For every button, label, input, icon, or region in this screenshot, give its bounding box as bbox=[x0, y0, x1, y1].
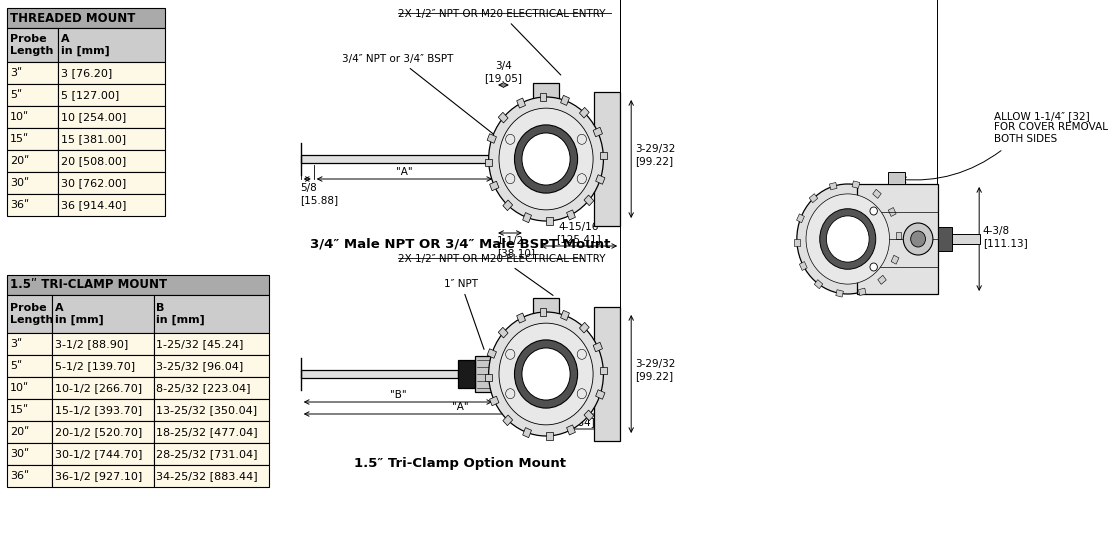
Polygon shape bbox=[800, 261, 808, 271]
Text: 36 [914.40]: 36 [914.40] bbox=[61, 200, 127, 210]
Bar bbox=[495, 145, 511, 173]
Circle shape bbox=[797, 184, 899, 294]
Polygon shape bbox=[539, 93, 546, 101]
Bar bbox=[154, 443, 270, 465]
Bar bbox=[594, 307, 620, 441]
Text: 36-1/2 [927.10]: 36-1/2 [927.10] bbox=[55, 471, 141, 481]
Polygon shape bbox=[502, 200, 512, 211]
Bar bbox=[458, 360, 475, 388]
Circle shape bbox=[489, 312, 604, 436]
Polygon shape bbox=[596, 390, 605, 399]
Bar bbox=[52, 465, 154, 487]
Bar bbox=[8, 399, 52, 421]
Text: 10-1/2 [266.70]: 10-1/2 [266.70] bbox=[55, 383, 141, 393]
Circle shape bbox=[577, 389, 586, 399]
Bar bbox=[8, 465, 52, 487]
Text: 1.5″ Tri-Clamp Option Mount: 1.5″ Tri-Clamp Option Mount bbox=[354, 457, 566, 470]
Circle shape bbox=[577, 135, 586, 144]
Text: 13-25/32 [350.04]: 13-25/32 [350.04] bbox=[156, 405, 257, 415]
Circle shape bbox=[577, 173, 586, 184]
Text: 10 [254.00]: 10 [254.00] bbox=[61, 112, 126, 122]
Polygon shape bbox=[814, 279, 823, 289]
Text: 4-3/8
[111.13]: 4-3/8 [111.13] bbox=[983, 226, 1027, 248]
Text: 3-29/32
[99.22]: 3-29/32 [99.22] bbox=[635, 144, 675, 166]
Bar bbox=[508, 363, 525, 385]
Text: 3 [76.20]: 3 [76.20] bbox=[61, 68, 113, 78]
Bar bbox=[8, 128, 58, 150]
Text: 5ʺ: 5ʺ bbox=[10, 90, 22, 100]
Polygon shape bbox=[485, 159, 492, 166]
Bar bbox=[154, 295, 270, 333]
Polygon shape bbox=[593, 342, 603, 352]
Text: 20-1/2 [520.70]: 20-1/2 [520.70] bbox=[55, 427, 141, 437]
Text: Probe
Length: Probe Length bbox=[10, 303, 53, 325]
Text: 8-25/32 [223.04]: 8-25/32 [223.04] bbox=[156, 383, 251, 393]
Bar bbox=[534, 83, 559, 105]
Polygon shape bbox=[579, 108, 589, 118]
Text: A
in [mm]: A in [mm] bbox=[61, 34, 110, 56]
Text: 2X 1/2″ NPT OR M20 ELECTRICAL ENTRY: 2X 1/2″ NPT OR M20 ELECTRICAL ENTRY bbox=[398, 254, 606, 295]
Bar bbox=[8, 377, 52, 399]
Polygon shape bbox=[546, 217, 553, 225]
Text: ALLOW 1-1/4″ [32]
FOR COVER REMOVAL
BOTH SIDES: ALLOW 1-1/4″ [32] FOR COVER REMOVAL BOTH… bbox=[994, 111, 1108, 144]
Bar bbox=[475, 356, 495, 392]
Text: 20ʺ: 20ʺ bbox=[10, 156, 29, 166]
Bar bbox=[938, 227, 952, 251]
Polygon shape bbox=[593, 127, 603, 137]
Circle shape bbox=[489, 97, 604, 221]
Bar bbox=[58, 172, 165, 194]
Polygon shape bbox=[836, 290, 843, 297]
Bar bbox=[58, 150, 165, 172]
Text: 1″ NPT: 1″ NPT bbox=[444, 279, 485, 349]
Polygon shape bbox=[794, 239, 800, 246]
Text: 3ʺ: 3ʺ bbox=[10, 68, 22, 78]
Bar bbox=[8, 333, 52, 355]
Circle shape bbox=[807, 194, 889, 284]
Text: 30-1/2 [744.70]: 30-1/2 [744.70] bbox=[55, 449, 141, 459]
Bar bbox=[8, 355, 52, 377]
Bar bbox=[52, 333, 154, 355]
Text: THREADED MOUNT: THREADED MOUNT bbox=[10, 12, 136, 25]
Polygon shape bbox=[891, 255, 899, 264]
Bar bbox=[301, 370, 458, 378]
Polygon shape bbox=[872, 189, 881, 198]
Bar bbox=[8, 172, 58, 194]
Polygon shape bbox=[596, 175, 605, 184]
Text: B
in [mm]: B in [mm] bbox=[156, 303, 205, 325]
Text: 30ʺ: 30ʺ bbox=[10, 178, 29, 188]
Bar bbox=[154, 399, 270, 421]
Circle shape bbox=[499, 108, 593, 210]
Text: 5-13/16
[147.64]: 5-13/16 [147.64] bbox=[550, 405, 595, 427]
Polygon shape bbox=[584, 195, 594, 206]
Polygon shape bbox=[584, 410, 594, 421]
Text: 2X 1/2″ NPT OR M20 ELECTRICAL ENTRY: 2X 1/2″ NPT OR M20 ELECTRICAL ENTRY bbox=[398, 9, 606, 75]
Polygon shape bbox=[599, 152, 607, 159]
Polygon shape bbox=[485, 374, 492, 381]
Polygon shape bbox=[797, 214, 804, 223]
Bar bbox=[52, 355, 154, 377]
Polygon shape bbox=[502, 415, 512, 425]
Circle shape bbox=[870, 207, 878, 215]
Circle shape bbox=[506, 173, 515, 184]
Bar bbox=[8, 275, 270, 295]
Polygon shape bbox=[498, 327, 508, 338]
Polygon shape bbox=[809, 194, 818, 203]
Polygon shape bbox=[522, 428, 531, 438]
Text: 5-1/2 [139.70]: 5-1/2 [139.70] bbox=[55, 361, 135, 371]
Text: 28-25/32 [731.04]: 28-25/32 [731.04] bbox=[156, 449, 258, 459]
Text: 36ʺ: 36ʺ bbox=[10, 200, 29, 210]
Bar bbox=[58, 84, 165, 106]
Circle shape bbox=[522, 133, 570, 185]
Text: "B": "B" bbox=[390, 390, 407, 400]
Bar bbox=[8, 106, 58, 128]
Bar bbox=[58, 106, 165, 128]
Text: 3/4″ Male NPT OR 3/4″ Male BSPT Mount: 3/4″ Male NPT OR 3/4″ Male BSPT Mount bbox=[310, 238, 610, 250]
Polygon shape bbox=[490, 396, 499, 406]
Text: 3-29/32
[99.22]: 3-29/32 [99.22] bbox=[635, 359, 675, 381]
Text: 10ʺ: 10ʺ bbox=[10, 383, 29, 393]
Text: 3ʺ: 3ʺ bbox=[10, 339, 22, 349]
Bar bbox=[154, 333, 270, 355]
Polygon shape bbox=[560, 310, 569, 321]
Bar bbox=[52, 421, 154, 443]
Bar bbox=[8, 194, 58, 216]
